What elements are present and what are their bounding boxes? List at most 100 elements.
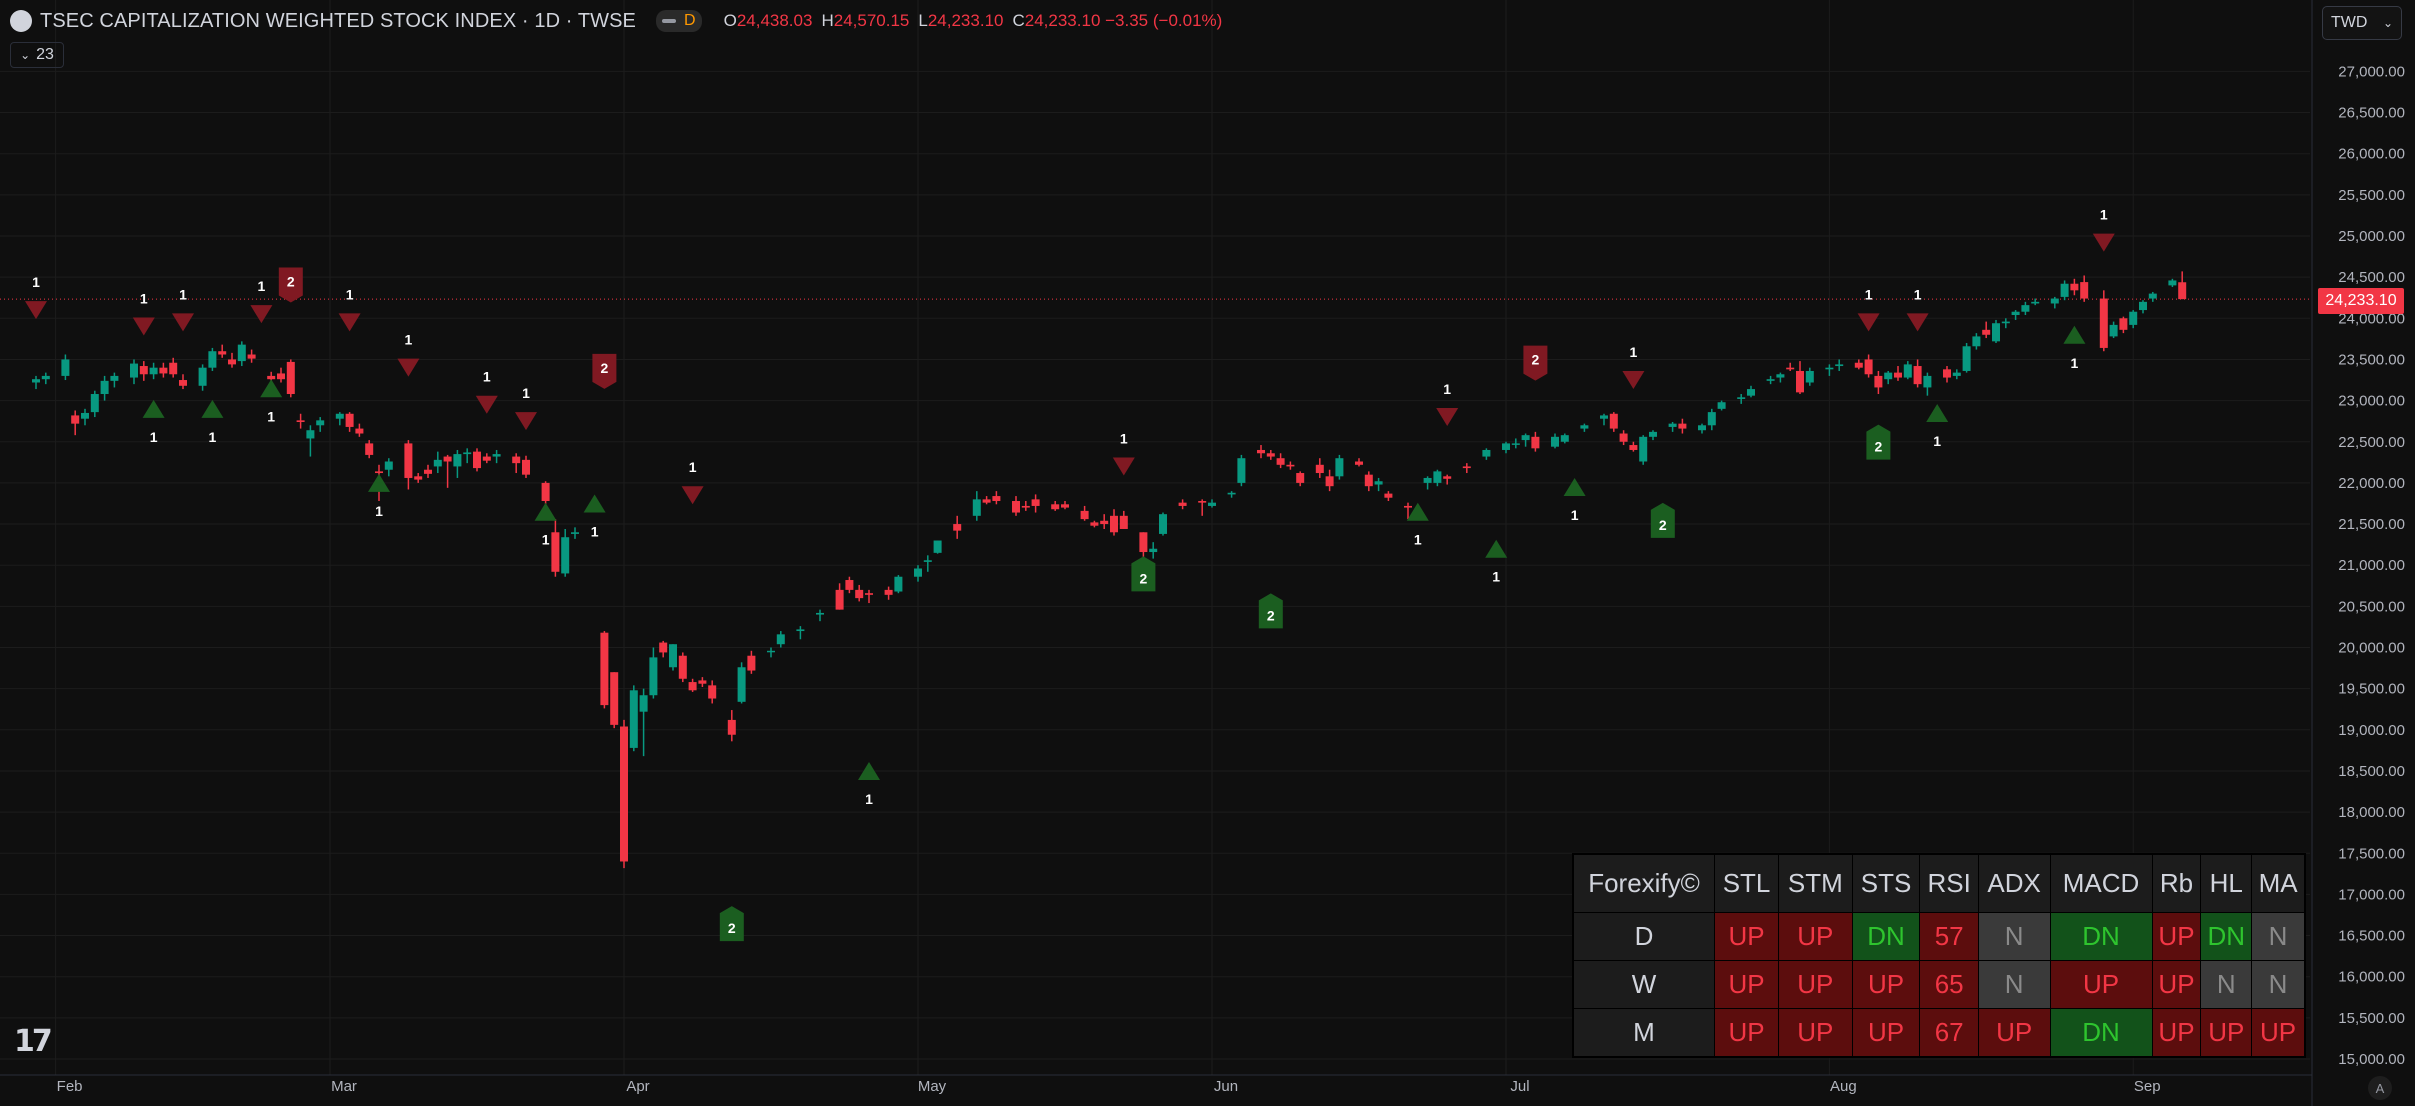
- signal-triangle-down: [475, 395, 498, 414]
- candle-body: [1698, 425, 1706, 431]
- candle-body: [1600, 415, 1608, 419]
- candle-body: [816, 612, 824, 615]
- signal-triangle-down: [132, 317, 155, 336]
- table-cell: 65: [1919, 960, 1979, 1009]
- candle-body: [1580, 425, 1589, 429]
- candle-body: [1266, 453, 1275, 457]
- candle-body: [228, 359, 236, 365]
- candle-body: [639, 695, 648, 712]
- candle-body: [855, 589, 864, 599]
- signal-marker-box: [1866, 424, 1891, 460]
- y-tick-label: 26,000.00: [2338, 146, 2405, 163]
- candle-body: [1707, 412, 1716, 426]
- signal-label: 1: [405, 332, 413, 348]
- signal-label: 1: [1933, 433, 1941, 449]
- candle-body: [277, 373, 285, 380]
- signal-label: 1: [150, 429, 158, 445]
- candle-body: [1159, 514, 1167, 534]
- candle-body: [1286, 464, 1295, 467]
- candle-body: [1992, 323, 2000, 342]
- table-header-cell: ADX: [1977, 853, 2051, 913]
- signal-label: 1: [1865, 286, 1873, 302]
- candle-body: [1786, 367, 1795, 370]
- candle-body: [1364, 474, 1373, 487]
- signal-label: 1: [1414, 532, 1422, 548]
- table-cell: UP: [1713, 1008, 1780, 1058]
- candle-body: [1051, 504, 1060, 510]
- candle-body: [1423, 477, 1432, 483]
- candle-body: [933, 540, 942, 553]
- table-cell: N: [1977, 912, 2051, 961]
- y-tick-label: 21,500.00: [2338, 516, 2405, 533]
- currency-select[interactable]: TWD ⌄: [2322, 6, 2402, 40]
- table-cell: UP: [1713, 960, 1780, 1009]
- candle-body: [894, 576, 903, 592]
- table-header-cell: Rb: [2151, 853, 2202, 913]
- table-cell: UP: [2251, 1008, 2306, 1058]
- candle-body: [218, 351, 227, 355]
- signal-label: 1: [1630, 344, 1638, 360]
- candle-body: [610, 672, 619, 725]
- candle-body: [688, 682, 697, 691]
- candle-body: [1943, 369, 1951, 378]
- x-tick-label: Feb: [57, 1078, 83, 1095]
- signal-triangle-down: [1112, 457, 1135, 476]
- signal-triangle-up: [260, 379, 283, 398]
- candle-body: [1796, 370, 1804, 393]
- candle-body: [267, 375, 276, 380]
- table-cell: N: [1977, 960, 2051, 1009]
- signal-triangle-down: [1436, 408, 1459, 427]
- candle-body: [1668, 423, 1677, 427]
- auto-scale-button[interactable]: A: [2368, 1076, 2392, 1100]
- candle-body: [1443, 476, 1452, 479]
- candle-body: [1462, 466, 1471, 469]
- candle-body: [1805, 370, 1814, 383]
- signal-triangle-up: [1485, 539, 1508, 558]
- candle-body: [620, 726, 628, 862]
- candle-body: [473, 451, 481, 469]
- candle-body: [2070, 283, 2079, 291]
- candle-body: [1100, 520, 1109, 525]
- ohlc-high-value: 24,570.15: [833, 11, 910, 30]
- signal-label: 1: [2071, 355, 2079, 371]
- candle-body: [100, 380, 109, 395]
- table-cell: N: [2200, 960, 2253, 1009]
- candle-body: [1531, 436, 1540, 449]
- candle-body: [2021, 305, 2030, 312]
- x-tick-label: Jul: [1510, 1078, 1529, 1095]
- candle-body: [130, 363, 138, 378]
- candle-body: [953, 524, 962, 531]
- candle-body: [1903, 364, 1912, 378]
- visibility-pill-icon: [662, 19, 677, 23]
- forexify-table: Forexify© STL STM STS RSI ADX MACD Rb HL…: [1572, 853, 2306, 1058]
- interval-badge[interactable]: D: [656, 10, 702, 32]
- y-tick-label: 19,500.00: [2338, 681, 2405, 698]
- interval-badge-label: D: [684, 12, 696, 29]
- signal-triangle-down: [338, 313, 361, 332]
- candle-body: [1717, 402, 1726, 409]
- table-header-cell: STM: [1778, 853, 1853, 913]
- candle-body: [2139, 301, 2147, 311]
- candle-body: [1962, 346, 1971, 371]
- table-cell: DN: [1851, 912, 1921, 961]
- candle-body: [1110, 515, 1118, 533]
- candle-body: [1012, 501, 1020, 513]
- candle-body: [159, 367, 168, 374]
- candle-body: [306, 430, 315, 439]
- signal-triangle-down: [1906, 313, 1929, 332]
- x-tick-label: Apr: [626, 1078, 649, 1095]
- tradingview-logo-icon[interactable]: 17: [14, 1024, 53, 1059]
- candle-body: [561, 537, 570, 574]
- signal-label: 2: [1140, 570, 1148, 586]
- x-tick-label: Sep: [2134, 1078, 2161, 1095]
- candle-body: [198, 367, 207, 386]
- signal-triangle-up: [858, 761, 880, 780]
- candle-body: [600, 632, 609, 706]
- symbol-title[interactable]: TSEC CAPITALIZATION WEIGHTED STOCK INDEX…: [40, 9, 637, 32]
- candle-body: [1090, 522, 1099, 526]
- indicators-toggle[interactable]: ⌄ 23: [10, 42, 64, 68]
- signal-triangle-down: [250, 305, 273, 324]
- candle-body: [1511, 443, 1520, 445]
- signal-marker-box: [1523, 345, 1548, 381]
